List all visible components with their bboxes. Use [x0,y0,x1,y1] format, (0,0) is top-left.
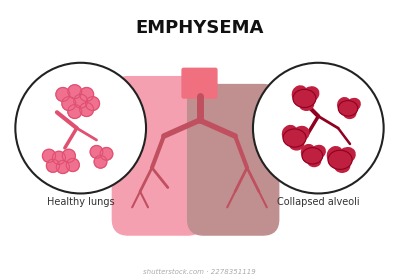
Ellipse shape [310,146,325,159]
Ellipse shape [292,127,309,142]
Ellipse shape [338,148,355,164]
Circle shape [86,97,99,111]
Circle shape [80,88,93,101]
Ellipse shape [283,129,306,147]
Text: Healthy lungs: Healthy lungs [47,197,115,207]
Circle shape [15,63,146,193]
Ellipse shape [302,87,319,102]
FancyBboxPatch shape [182,90,217,98]
Circle shape [46,159,59,172]
Ellipse shape [289,138,304,150]
Ellipse shape [302,148,322,164]
Ellipse shape [338,98,350,111]
Ellipse shape [308,156,320,167]
Ellipse shape [150,88,194,128]
Ellipse shape [299,98,314,110]
Text: Collapsed alveoli: Collapsed alveoli [277,197,359,207]
FancyBboxPatch shape [182,75,217,84]
Circle shape [62,149,75,162]
Circle shape [68,85,82,99]
FancyBboxPatch shape [182,68,217,77]
Ellipse shape [211,184,267,223]
Circle shape [56,160,69,174]
Circle shape [74,94,88,108]
Circle shape [94,155,107,168]
Circle shape [52,151,65,164]
Circle shape [68,104,82,118]
Ellipse shape [302,144,315,158]
Circle shape [90,146,103,158]
Ellipse shape [328,151,352,169]
FancyBboxPatch shape [113,77,203,235]
Ellipse shape [282,125,297,141]
Text: EMPHYSEMA: EMPHYSEMA [135,19,264,37]
Ellipse shape [328,147,343,163]
Ellipse shape [293,90,316,107]
Circle shape [100,148,113,160]
Circle shape [66,158,79,171]
Circle shape [56,88,70,101]
Circle shape [80,102,93,116]
Ellipse shape [120,184,176,223]
Ellipse shape [292,86,307,101]
Circle shape [42,149,55,162]
Ellipse shape [339,101,358,116]
Circle shape [62,97,76,111]
FancyBboxPatch shape [188,85,279,235]
FancyBboxPatch shape [182,83,217,91]
Text: shutterstock.com · 2278351119: shutterstock.com · 2278351119 [143,269,256,276]
Circle shape [253,63,384,193]
Ellipse shape [335,160,350,172]
Ellipse shape [344,108,356,118]
Ellipse shape [346,99,360,111]
